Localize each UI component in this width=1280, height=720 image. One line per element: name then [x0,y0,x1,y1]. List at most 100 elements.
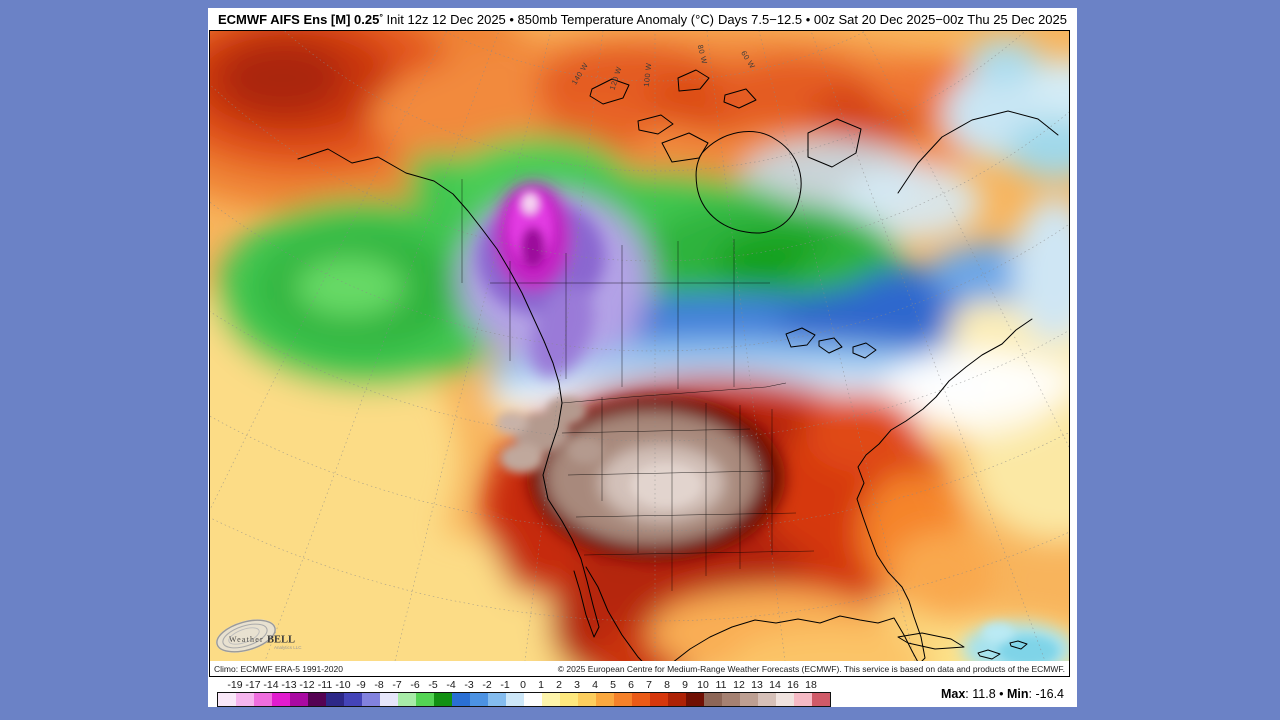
logo-text-bell: BELL [267,635,295,646]
colorbar-segment [614,693,632,706]
colorbar-segment [812,693,830,706]
max-min-readout: Max: 11.8 • Min: -16.4 [940,687,1065,701]
temperature-anomaly-map-canvas: 140 W 120 W 100 W 80 W 60 W [210,31,1069,676]
colorbar-tick-label: 11 [715,679,727,691]
colorbar-segment [272,693,290,706]
weatherbell-logo: Weather BELL Analytics LLC [212,614,322,660]
colorbar-segment [236,693,254,706]
min-value: -16.4 [1035,687,1065,701]
colorbar-tick-label: 0 [520,679,526,691]
colorbar-segment [560,693,578,706]
colorbar-segment [794,693,812,706]
title-degree: ° [379,11,383,22]
colorbar-segment [578,693,596,706]
colorbar-segment [308,693,326,706]
anomaly-field-extremes [496,191,1058,666]
colorbar-tick-label: -11 [317,679,333,691]
colorbar-segment [416,693,434,706]
colorbar-tick-label: 16 [787,679,799,691]
colorbar-segment [650,693,668,706]
colorbar-segment [380,693,398,706]
colorbar-segment [344,693,362,706]
colorbar-segment [434,693,452,706]
colorbar-tick-label: 14 [769,679,781,691]
attribution-bar: Climo: ECMWF ERA-5 1991-2020 © 2025 Euro… [210,661,1069,676]
anomaly-field-broad [210,31,1069,676]
separator-dot: • [999,687,1004,701]
colorbar-tick-label: 6 [628,679,634,691]
colorbar-tick-label: -13 [281,679,297,691]
colorbar-tick-label: -6 [410,679,420,691]
colorbar: -19 -17 -14 -13 -12 -11 -10 -9 -8 -7 -6 -5 -4 -3 -2 -1 0… [217,679,831,707]
colorbar-segment [740,693,758,706]
colorbar-segments [217,692,831,707]
colorbar-segment [776,693,794,706]
max-label: Max [940,687,966,701]
colorbar-segment [398,693,416,706]
colorbar-segment [362,693,380,706]
colorbar-segment [290,693,308,706]
colorbar-tick-label: 10 [697,679,709,691]
colorbar-segment [326,693,344,706]
chart-panel: ECMWF AIFS Ens [M] 0.25° Init 12z 12 Dec… [208,8,1077,707]
logo-text-weather: Weather [229,635,264,644]
colorbar-segment [452,693,470,706]
colorbar-tick-label: -10 [335,679,351,691]
colorbar-tick-label: -7 [392,679,402,691]
colorbar-segment [542,693,560,706]
max-value: 11.8 [972,687,996,701]
graticule-lines [210,31,1069,676]
colorbar-segment [668,693,686,706]
title-init: Init 12z 12 Dec 2025 • 850mb Temperature… [382,11,714,27]
colorbar-tick-label: 13 [751,679,763,691]
colorbar-tick-label: -14 [263,679,279,691]
colorbar-tick-label: -12 [299,679,315,691]
colorbar-segment [632,693,650,706]
colorbar-tick-label: -8 [374,679,384,691]
colorbar-segment [218,693,236,706]
title-left: ECMWF AIFS Ens [M] 0.25° Init 12z 12 Dec… [218,12,714,27]
colorbar-tick-label: 7 [646,679,652,691]
logo-swirl-icon [216,619,276,653]
weather-map[interactable]: 140 W 120 W 100 W 80 W 60 W Weather BELL… [209,30,1070,677]
footer: -19 -17 -14 -13 -12 -11 -10 -9 -8 -7 -6 -5 -4 -3 -2 -1 0… [208,679,1077,707]
colorbar-segment [596,693,614,706]
colorbar-tick-label: 8 [664,679,670,691]
colorbar-tick-label: -3 [464,679,474,691]
colorbar-segment [254,693,272,706]
title-model: ECMWF AIFS Ens [M] 0.25 [218,11,380,27]
climo-attribution: Climo: ECMWF ERA-5 1991-2020 [214,663,343,674]
colorbar-tick-label: -9 [356,679,366,691]
colorbar-tick-label: 2 [556,679,562,691]
logo-sub-text: Analytics LLC [274,645,302,650]
coastlines [297,69,1059,676]
colorbar-tick-label: -2 [482,679,492,691]
colorbar-segment [506,693,524,706]
colorbar-segment [758,693,776,706]
colorbar-segment [524,693,542,706]
colorbar-segment [686,693,704,706]
title-valid: Days 7.5−12.5 • 00z Sat 20 Dec 2025−00z … [717,11,1067,27]
colorbar-tick-label: -19 [227,679,243,691]
colorbar-segment [704,693,722,706]
colorbar-tick-label: 4 [592,679,598,691]
political-borders [461,179,815,591]
title-bar: ECMWF AIFS Ens [M] 0.25° Init 12z 12 Dec… [208,8,1077,30]
colorbar-tick-label: 18 [805,679,817,691]
colorbar-tick-label: 3 [574,679,580,691]
colorbar-tick-label: 12 [733,679,745,691]
colorbar-tick-label: 9 [682,679,688,691]
colorbar-tick-label: -5 [428,679,438,691]
colorbar-tick-label: -17 [245,679,261,691]
lon-label-100w: 100 W [642,62,654,87]
copyright-attribution: © 2025 European Centre for Medium-Range … [557,663,1065,674]
colorbar-labels: -19 -17 -14 -13 -12 -11 -10 -9 -8 -7 -6 -5 -4 -3 -2 -1 0… [217,679,829,692]
colorbar-tick-label: -1 [500,679,510,691]
colorbar-segment [488,693,506,706]
colorbar-tick-label: 5 [610,679,616,691]
min-label: Min [1007,687,1029,701]
colorbar-tick-label: -4 [446,679,456,691]
colorbar-tick-label: 1 [538,679,544,691]
colorbar-segment [470,693,488,706]
colorbar-segment [722,693,740,706]
